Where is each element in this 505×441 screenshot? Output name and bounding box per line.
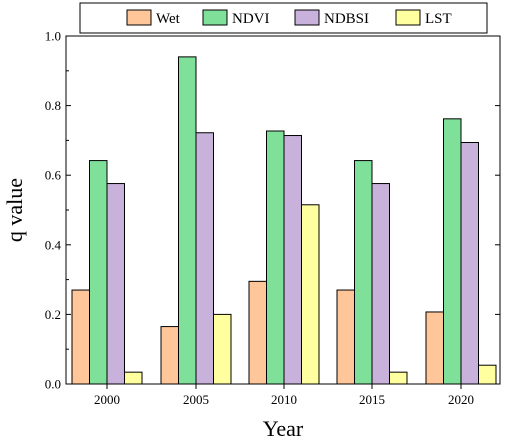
bar-ndvi-2010	[266, 130, 285, 385]
bar-lst-2005	[213, 313, 232, 385]
x-tick-label: 2005	[183, 392, 209, 407]
y-tick-label: 0.2	[45, 307, 61, 322]
y-tick-label: 1.0	[45, 29, 61, 44]
x-tick-label: 2010	[271, 392, 297, 407]
x-tick-label: 2020	[448, 392, 474, 407]
y-tick-label: 0.8	[45, 98, 61, 113]
x-axis-title: Year	[263, 416, 304, 441]
legend-label-lst: LST	[425, 11, 452, 27]
bar-lst-2015	[389, 371, 408, 385]
bar-ndbsi-2005	[195, 132, 214, 385]
bar-ndbsi-2020	[460, 141, 479, 385]
bar-ndbsi-2015	[371, 183, 390, 385]
bar-lst-2000	[124, 371, 143, 385]
legend-label-ndbsi: NDBSI	[324, 11, 369, 27]
bar-lst-2020	[478, 364, 497, 385]
bar-ndvi-2020	[443, 118, 462, 385]
bar-wet-2005	[160, 326, 179, 385]
legend: Wet NDVI NDBSI LST	[79, 2, 488, 34]
bar-ndvi-2000	[89, 160, 108, 385]
legend-swatch-lst	[395, 9, 421, 26]
y-tick-label: 0.6	[45, 168, 62, 183]
x-tick-label: 2015	[359, 392, 385, 407]
legend-swatch-wet	[126, 9, 152, 26]
bar-ndvi-2015	[354, 160, 373, 385]
bar-wet-2015	[336, 289, 355, 385]
y-tick-label: 0.4	[45, 237, 62, 252]
bars-group	[71, 56, 497, 385]
x-axis: 2000 2005 2010 2015 2020	[94, 384, 474, 407]
y-axis-title: q value	[2, 178, 27, 242]
bar-wet-2020	[425, 311, 444, 385]
bar-ndbsi-2010	[283, 135, 302, 385]
bar-wet-2010	[248, 280, 267, 385]
legend-label-ndvi: NDVI	[232, 11, 270, 27]
bar-lst-2010	[301, 204, 320, 385]
x-tick-label: 2000	[94, 392, 120, 407]
legend-swatch-ndvi	[202, 9, 228, 26]
y-tick-label: 0.0	[45, 377, 61, 392]
bar-ndvi-2005	[178, 56, 197, 385]
bar-wet-2000	[71, 289, 90, 385]
legend-label-wet: Wet	[156, 11, 181, 27]
legend-swatch-ndbsi	[294, 9, 320, 26]
y-axis: 0.0 0.2 0.4 0.6 0.8 1.0	[45, 29, 500, 392]
bar-ndbsi-2000	[106, 183, 125, 385]
